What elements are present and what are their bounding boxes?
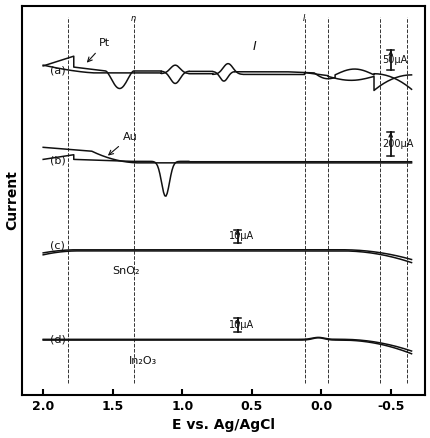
Text: Au: Au	[108, 132, 137, 155]
Text: 10μA: 10μA	[229, 320, 254, 330]
Text: In₂O₃: In₂O₃	[129, 356, 157, 366]
Text: 200μA: 200μA	[381, 139, 413, 149]
Text: $I$: $I$	[251, 40, 257, 53]
Text: 10μA: 10μA	[229, 231, 254, 241]
Text: (c): (c)	[50, 241, 65, 251]
Text: (d): (d)	[50, 335, 66, 344]
Text: Pt: Pt	[87, 39, 110, 62]
Text: SnO₂: SnO₂	[112, 266, 140, 276]
Text: n: n	[131, 14, 136, 23]
X-axis label: E vs. Ag/AgCl: E vs. Ag/AgCl	[172, 418, 275, 432]
Text: (b): (b)	[50, 155, 66, 165]
Y-axis label: Current: Current	[6, 170, 19, 230]
Text: I: I	[303, 14, 305, 23]
Text: (a): (a)	[50, 66, 66, 76]
Text: 50μA: 50μA	[381, 55, 407, 65]
